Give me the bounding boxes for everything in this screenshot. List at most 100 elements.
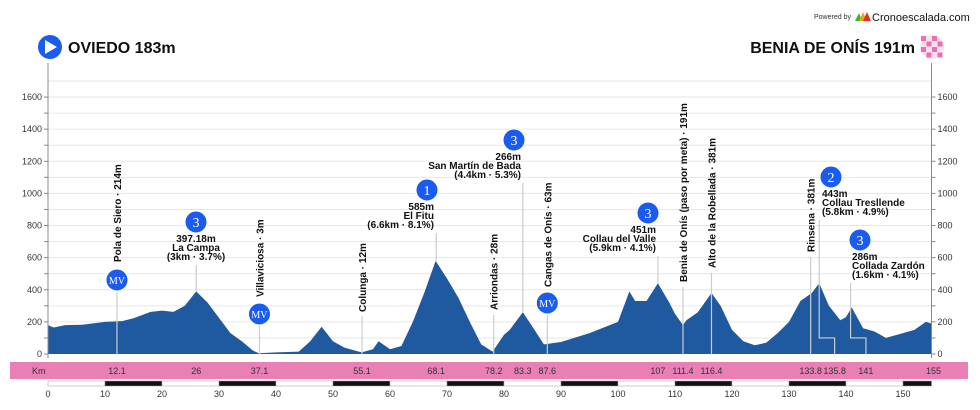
km-mark-label: 78.2: [485, 366, 503, 376]
climb-badge: [184, 210, 208, 234]
finish-title: BENIA DE ONÍS 191m: [750, 38, 915, 57]
scale-segment: [332, 380, 391, 387]
y-tick-label-right: 1600: [938, 92, 958, 102]
scale-segment: [218, 380, 277, 387]
badge-label: 3: [645, 207, 652, 222]
place-label: Arriondas · 28m: [490, 234, 501, 310]
climb-name: San Martín de Bada: [428, 161, 521, 172]
climb-info: (3km · 3.7%): [167, 252, 225, 263]
climb-badge: [848, 228, 872, 252]
x-tick-label: 10: [100, 389, 110, 399]
y-tick-label-right: 1000: [938, 188, 958, 198]
x-tick-label: 40: [271, 389, 281, 399]
climb-info: (6.6km · 8.1%): [367, 220, 434, 231]
climb-marker-line: [849, 309, 867, 354]
km-mark-label: 135.8: [823, 366, 846, 376]
km-mark-label: 111.4: [672, 366, 693, 376]
y-tick-label-right: 1400: [938, 124, 958, 134]
climb-alt: 443m: [822, 189, 848, 200]
x-tick-label: 20: [157, 389, 167, 399]
climb-name: Collada Zardón: [852, 261, 925, 272]
climb-badge: [415, 178, 439, 202]
finish-flag-square: [921, 47, 926, 52]
x-tick-label: 50: [328, 389, 338, 399]
scale-segment: [47, 380, 106, 387]
y-tick-label-left: 1000: [22, 188, 42, 198]
scale-segment: [104, 380, 163, 387]
x-tick-label: 90: [556, 389, 566, 399]
km-mark-label: 133.8: [799, 366, 822, 376]
climb-info: (5.8km · 4.9%): [822, 207, 889, 218]
climb-badge: [105, 268, 129, 292]
climb-alt: 585m: [408, 202, 434, 213]
badge-label: MV: [251, 310, 268, 321]
km-mark-label: 68.1: [427, 366, 445, 376]
km-mark-label: 12.1: [108, 366, 126, 376]
badge-label: 3: [857, 234, 864, 249]
x-tick-label: 80: [499, 389, 509, 399]
brand-logo-icon: [855, 12, 871, 21]
climb-info: (5.9km · 4.1%): [589, 243, 656, 254]
climb-alt: 451m: [630, 225, 656, 236]
scale-segment: [161, 380, 220, 387]
x-tick-label: 30: [214, 389, 224, 399]
finish-flag-square: [926, 52, 932, 58]
climb-info: (4.4km · 5.3%): [454, 170, 521, 181]
scale-segment: [560, 380, 619, 387]
climb-badge: [636, 201, 660, 225]
scale-segment: [389, 380, 448, 387]
y-tick-label-right: 800: [938, 221, 953, 231]
x-tick-label: 130: [781, 389, 796, 399]
scale-segment: [788, 380, 847, 387]
scale-segment: [731, 380, 790, 387]
km-mark-label: 37.1: [251, 366, 269, 376]
scale-segment: [845, 380, 904, 387]
finish-checkered-icon: [920, 35, 944, 59]
finish-flag-square: [937, 52, 943, 58]
start-title: OVIEDO 183m: [68, 40, 176, 57]
place-label: Rinsena · 381m: [807, 179, 818, 252]
y-tick-label-left: 1200: [22, 156, 42, 166]
scale-segment: [446, 380, 505, 387]
km-mark-label: 87.6: [539, 366, 557, 376]
scale-segment: [902, 380, 932, 387]
finish-flag-square: [921, 36, 926, 41]
x-tick-label: 70: [442, 389, 452, 399]
badge-label: 1: [424, 184, 431, 199]
place-label: Pola de Siero · 214m: [113, 164, 124, 262]
x-tick-label: 110: [668, 389, 682, 399]
x-tick-label: 100: [610, 389, 625, 399]
climb-badge: [819, 165, 843, 189]
y-tick-label-right: 400: [938, 285, 953, 295]
km-bar-label: Km: [32, 366, 46, 376]
y-tick-label-left: 800: [27, 221, 42, 231]
finish-flag-square: [932, 47, 937, 52]
y-tick-label-left: 1400: [22, 124, 42, 134]
climb-name: El Fitu: [403, 211, 434, 222]
climb-name: Collau del Valle: [583, 234, 657, 245]
y-tick-label-left: 0: [37, 349, 42, 359]
brand-link[interactable]: Cronoescalada.com: [872, 12, 970, 24]
place-label: Colunga · 12m: [358, 243, 369, 312]
scale-segment: [674, 380, 733, 387]
start-icon: [38, 35, 62, 59]
climb-badge: [502, 128, 526, 152]
badge-label: 2: [828, 171, 835, 186]
scale-segment: [503, 380, 562, 387]
badge-label: 3: [511, 134, 518, 149]
y-tick-label-left: 600: [27, 253, 42, 263]
y-tick-label-left: 1600: [22, 92, 42, 102]
place-label: Villaviciosa · 3m: [255, 219, 266, 297]
y-tick-label-right: 600: [938, 253, 953, 263]
x-tick-label: 0: [45, 389, 50, 399]
y-tick-label-left: 400: [27, 285, 42, 295]
place-label: Cangas de Onís · 63m: [543, 182, 554, 287]
badge-label: MV: [109, 276, 126, 287]
finish-flag-square: [937, 41, 943, 47]
x-tick-label: 150: [895, 389, 910, 399]
badge-label: 3: [193, 216, 200, 231]
finish-flag-square: [932, 36, 937, 41]
y-tick-label-left: 200: [27, 317, 42, 327]
km-bar: [10, 362, 968, 379]
